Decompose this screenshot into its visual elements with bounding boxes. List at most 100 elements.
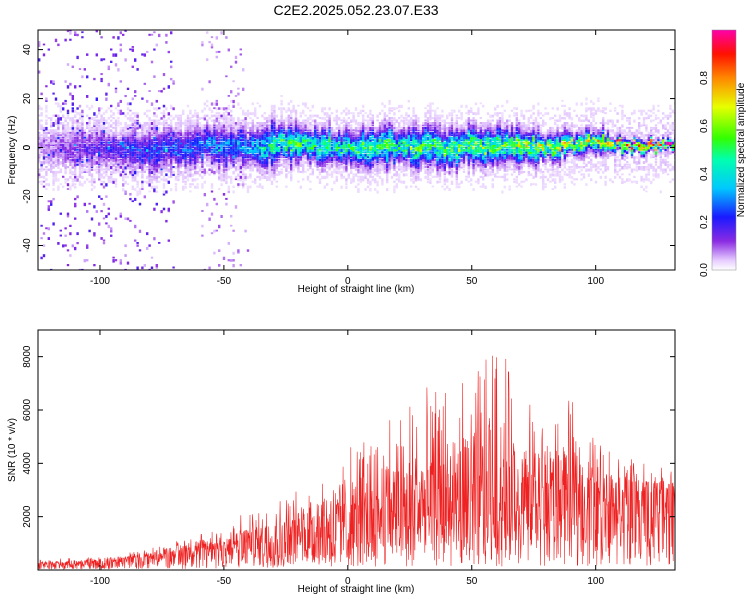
spectrogram-cell xyxy=(244,168,247,171)
spectrogram-cell xyxy=(412,144,415,148)
spectrogram-cell xyxy=(213,122,216,125)
spectrogram-cell xyxy=(302,144,305,147)
spectrogram-cell xyxy=(374,161,377,164)
spectrogram-cell xyxy=(213,229,216,233)
spectrogram-cell xyxy=(393,173,396,177)
spectrogram-cell xyxy=(57,134,60,136)
spectrogram-cell xyxy=(366,141,370,144)
spectrogram-cell xyxy=(160,144,163,147)
spectrogram-cell xyxy=(88,163,91,166)
spectrogram-cell xyxy=(400,166,403,169)
spectrogram-cell xyxy=(330,166,334,169)
spectrogram-cell xyxy=(249,122,252,125)
spectrogram-cell xyxy=(455,146,458,150)
spectrogram-cell xyxy=(227,185,230,189)
spectrogram-cell xyxy=(76,151,79,154)
spectrogram-cell xyxy=(400,180,403,184)
spectrogram-cell xyxy=(100,114,103,117)
spectrogram-cell xyxy=(357,166,360,168)
spectrogram-cell xyxy=(138,126,142,129)
spectrogram-cell xyxy=(410,141,413,144)
spectrogram-cell xyxy=(242,109,245,113)
spectrogram-cell xyxy=(246,109,250,112)
spectrogram-cell xyxy=(251,102,254,106)
spectrogram-cell xyxy=(316,141,319,145)
spectrogram-cell xyxy=(201,234,204,237)
spectrogram-cell xyxy=(350,146,353,150)
spectrogram-cell xyxy=(417,148,420,152)
spectrogram-cell xyxy=(206,31,209,34)
spectrogram-cell xyxy=(450,170,454,174)
spectrogram-cell xyxy=(227,126,230,130)
spectrogram-cell xyxy=(78,166,82,170)
spectrogram-cell xyxy=(333,146,336,149)
spectrogram-cell xyxy=(292,168,295,172)
spectrogram-cell xyxy=(232,126,235,129)
spectrogram-cell xyxy=(134,224,137,229)
spectrogram-cell xyxy=(429,134,432,138)
spectrogram-cell xyxy=(100,73,103,76)
spectrogram-cell xyxy=(90,178,94,182)
spectrogram-cell xyxy=(191,183,194,186)
spectrogram-cell xyxy=(393,129,396,133)
spectrogram-cell xyxy=(299,139,302,143)
spectrogram-cell xyxy=(458,148,461,153)
spectrogram-cell xyxy=(52,122,55,126)
spectrogram-cell xyxy=(100,148,103,152)
spectrogram-cell xyxy=(52,114,55,117)
spectrogram-cell xyxy=(342,166,346,169)
spectrogram-cell xyxy=(270,139,274,143)
spectrogram-cell xyxy=(90,131,94,135)
spectrogram-cell xyxy=(249,161,252,165)
spectrogram-cell xyxy=(424,134,427,137)
spectrogram-cell xyxy=(177,156,180,159)
spectrogram-cell xyxy=(50,202,53,206)
spectrogram-cell xyxy=(398,117,401,120)
spectrogram-cell xyxy=(196,136,199,140)
spectrogram-cell xyxy=(309,163,312,167)
spectrogram-cell xyxy=(256,163,259,167)
spectrogram-cell xyxy=(105,141,108,144)
spectrogram-cell xyxy=(86,141,89,145)
spectrogram-cell xyxy=(155,148,158,152)
spectrogram-cell xyxy=(78,156,82,160)
spectrogram-cell xyxy=(64,117,67,120)
spectrogram-cell xyxy=(126,151,130,154)
spectrogram-cell xyxy=(249,129,252,132)
spectrogram-cell xyxy=(436,126,439,130)
spectrogram-cell xyxy=(410,170,413,174)
spectrogram-cell xyxy=(429,124,432,127)
spectrogram-cell xyxy=(124,124,127,128)
spectrogram-cell xyxy=(398,173,401,177)
spectrogram-cell xyxy=(270,146,274,150)
spectrogram-cell xyxy=(446,156,449,160)
spectrogram-cell xyxy=(227,188,230,191)
spectrogram-cell xyxy=(246,249,250,252)
spectrogram-cell xyxy=(196,129,199,133)
spectrogram-cell xyxy=(54,153,58,157)
spectrogram-cell xyxy=(472,161,475,164)
spectrogram-cell xyxy=(102,158,106,162)
spectrogram-cell xyxy=(105,161,108,164)
spectrogram-cell xyxy=(122,173,125,176)
spectrogram-cell xyxy=(436,163,439,166)
spectrogram-cell xyxy=(239,134,242,138)
spectrogram-cell xyxy=(210,153,214,156)
spectrogram-cell xyxy=(155,129,158,132)
spectrogram-cell xyxy=(54,175,58,180)
spectrogram-cell xyxy=(110,109,113,113)
spectrogram-cell xyxy=(386,153,389,157)
spectrogram-cell xyxy=(292,129,295,132)
spectrogram-cell xyxy=(42,129,46,132)
spectrogram-cell xyxy=(45,144,48,147)
spectrogram-cell xyxy=(251,163,254,166)
spectrogram-cell xyxy=(270,173,274,177)
spectrogram-cell xyxy=(158,129,161,132)
spectrogram-cell xyxy=(434,175,437,178)
spectrogram-cell xyxy=(210,124,214,128)
spectrogram-cell xyxy=(110,175,113,179)
spectrogram-cell xyxy=(138,229,142,233)
spectrogram-cell xyxy=(242,180,245,183)
spectrogram-cell xyxy=(90,146,94,149)
spectrogram-cell xyxy=(218,224,221,229)
